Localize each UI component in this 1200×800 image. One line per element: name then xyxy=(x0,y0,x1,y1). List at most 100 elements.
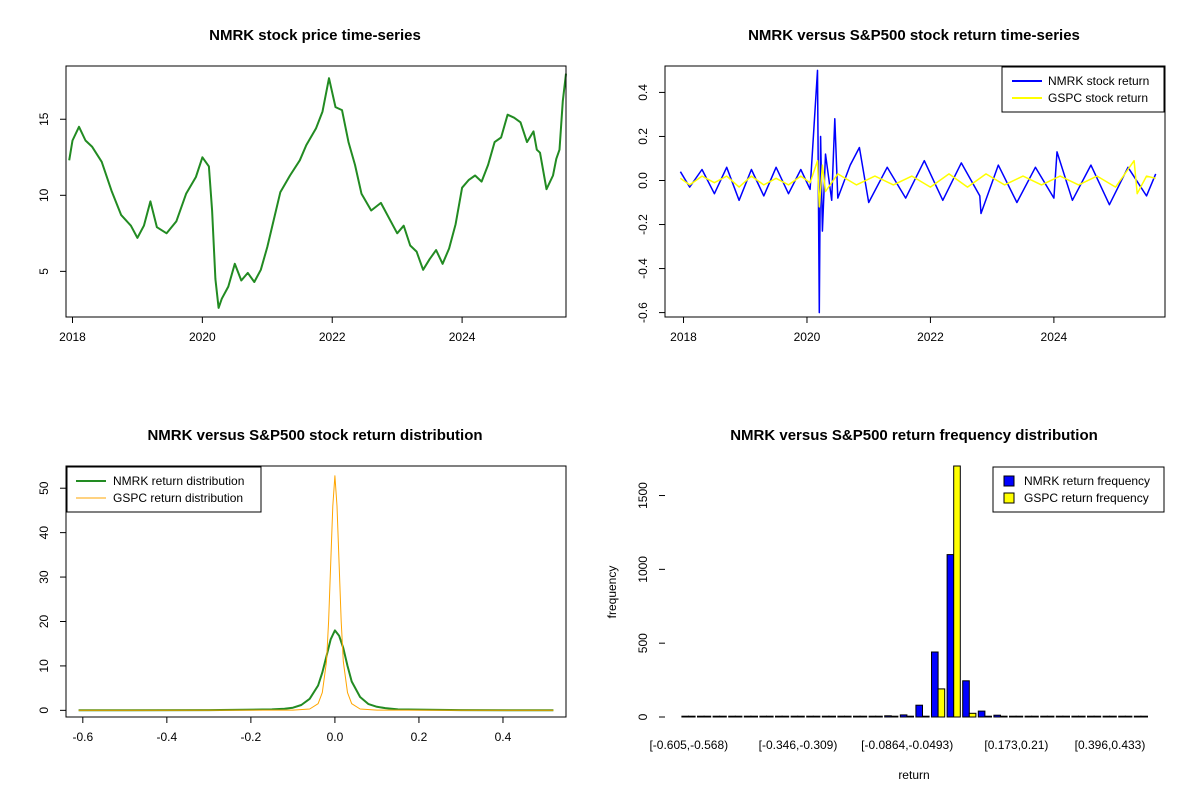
gspc-frequency-bar xyxy=(781,715,790,718)
y-tick-label: 50 xyxy=(37,481,51,495)
density-series xyxy=(78,475,554,712)
gspc-frequency-bar xyxy=(1140,715,1149,718)
frequency-ylabel: frequency xyxy=(605,566,619,619)
nmrk-frequency-bar xyxy=(1055,715,1064,718)
gspc-frequency-bar xyxy=(688,715,696,718)
nmrk-frequency-bar xyxy=(1133,715,1142,718)
gspc-frequency-bar xyxy=(1015,715,1024,718)
density-legend: NMRK return distribution GSPC return dis… xyxy=(66,466,262,513)
nmrk-frequency-bar xyxy=(1009,715,1017,718)
gspc-frequency-bar xyxy=(937,688,946,718)
frequency-series xyxy=(681,465,1149,718)
x-tick-label: 2022 xyxy=(917,330,944,344)
frequency-title: NMRK versus S&P500 return frequency dist… xyxy=(730,427,1098,444)
gspc-frequency-bar xyxy=(719,715,727,718)
returns-ticks: 2018 2020 2022 2024 -0.6 -0.4 -0.2 0.0 0.2 0.4 xyxy=(636,84,1068,344)
gspc-frequency-bar xyxy=(1124,715,1133,718)
nmrk-frequency-bar xyxy=(728,715,736,718)
gspc-density-line xyxy=(78,475,554,711)
y-tick-label: 30 xyxy=(37,570,51,584)
gspc-frequency-bar xyxy=(766,715,774,718)
nmrk-frequency-bar xyxy=(977,710,986,718)
nmrk-frequency-bar xyxy=(962,680,970,718)
frequency-legend-nmrk: NMRK return frequency xyxy=(1024,474,1150,488)
panel-price: NMRK stock price time-series 2018 2020 202… xyxy=(37,27,567,344)
density-ticks: -0.6 -0.4 -0.2 0.0 0.2 0.4 0 10 20 30 40 50 xyxy=(37,481,512,744)
returns-legend-nmrk: NMRK stock return xyxy=(1048,74,1149,88)
nmrk-frequency-bar xyxy=(1118,715,1126,718)
panel-returns: NMRK versus S&P500 stock return time-ser… xyxy=(636,27,1166,344)
gspc-frequency-bar xyxy=(812,715,821,718)
y-tick-label: 0.4 xyxy=(636,84,650,101)
returns-title: NMRK versus S&P500 stock return time-ser… xyxy=(748,27,1080,44)
gspc-return-line xyxy=(679,159,1156,208)
x-tick-label: -0.2 xyxy=(241,730,262,744)
density-legend-nmrk: NMRK return distribution xyxy=(113,474,244,488)
y-tick-label: 0 xyxy=(37,707,51,714)
y-tick-label: 40 xyxy=(37,526,51,540)
y-tick-label: 0.2 xyxy=(636,128,650,145)
nmrk-return-line xyxy=(679,69,1157,314)
x-tick-label: 2024 xyxy=(1041,330,1068,344)
nmrk-frequency-bar xyxy=(899,714,908,718)
x-tick-label: 2018 xyxy=(59,330,86,344)
gspc-frequency-bar xyxy=(953,465,961,718)
y-tick-label: 1500 xyxy=(636,482,650,509)
nmrk-frequency-bar xyxy=(1102,715,1111,718)
frequency-legend-nmrk-swatch xyxy=(1003,475,1015,487)
returns-series xyxy=(679,69,1157,314)
y-tick-label: 20 xyxy=(37,614,51,628)
nmrk-frequency-bar xyxy=(1040,715,1048,718)
price-series xyxy=(68,73,567,309)
gspc-frequency-bar xyxy=(734,715,743,718)
nmrk-frequency-bar xyxy=(1024,715,1033,718)
x-tick-label: 2020 xyxy=(794,330,821,344)
nmrk-frequency-bar xyxy=(681,715,690,718)
x-tick-label: [-0.605,-0.568) xyxy=(649,738,728,752)
y-tick-label: 1000 xyxy=(636,556,650,583)
frequency-legend-gspc: GSPC return frequency xyxy=(1024,491,1149,505)
frequency-ticks: 0 500 1000 1500 [-0.605,-0.568) [-0.346,-0.30… xyxy=(636,482,1145,752)
returns-plot-box xyxy=(664,65,1166,318)
frequency-legend-box xyxy=(992,466,1165,513)
gspc-frequency-bar xyxy=(875,715,883,718)
nmrk-frequency-bar xyxy=(946,554,955,718)
nmrk-frequency-bar xyxy=(853,715,861,718)
y-tick-label: 10 xyxy=(37,659,51,673)
gspc-frequency-bar xyxy=(890,715,899,718)
gspc-frequency-bar xyxy=(1078,715,1086,718)
x-tick-label: 2020 xyxy=(189,330,216,344)
gspc-frequency-bar xyxy=(1093,715,1102,718)
nmrk-frequency-bar xyxy=(806,715,814,718)
gspc-frequency-bar xyxy=(859,715,868,718)
gspc-frequency-bar xyxy=(750,715,759,718)
price-line xyxy=(68,73,567,309)
x-tick-label: [-0.0864,-0.0493) xyxy=(861,738,953,752)
frequency-legend: NMRK return frequency GSPC return freque… xyxy=(992,466,1165,513)
y-tick-label: 5 xyxy=(37,268,51,275)
nmrk-frequency-bar xyxy=(993,714,1002,718)
returns-legend: NMRK stock return GSPC stock return xyxy=(1001,66,1165,113)
gspc-frequency-bar xyxy=(1062,715,1071,718)
gspc-frequency-bar xyxy=(844,715,852,718)
frequency-legend-gspc-swatch xyxy=(1003,492,1015,504)
x-tick-label: [0.173,0.21) xyxy=(984,738,1048,752)
nmrk-frequency-bar xyxy=(743,715,752,718)
gspc-frequency-bar xyxy=(906,715,915,718)
density-legend-gspc: GSPC return distribution xyxy=(113,491,243,505)
y-tick-label: -0.6 xyxy=(636,302,650,323)
y-tick-label: 0.0 xyxy=(636,172,650,189)
nmrk-density-line xyxy=(78,629,554,712)
gspc-frequency-bar xyxy=(922,715,930,718)
x-tick-label: [0.396,0.433) xyxy=(1075,738,1146,752)
gspc-frequency-bar xyxy=(1046,715,1055,718)
price-plot-box xyxy=(65,65,567,318)
nmrk-frequency-bar xyxy=(1087,715,1095,718)
gspc-frequency-bar xyxy=(1031,715,1039,718)
returns-legend-gspc: GSPC stock return xyxy=(1048,91,1148,105)
y-tick-label: 500 xyxy=(636,633,650,653)
nmrk-frequency-bar xyxy=(790,715,799,718)
nmrk-frequency-bar xyxy=(884,715,892,718)
gspc-frequency-bar xyxy=(703,715,712,718)
density-legend-box xyxy=(66,466,262,513)
